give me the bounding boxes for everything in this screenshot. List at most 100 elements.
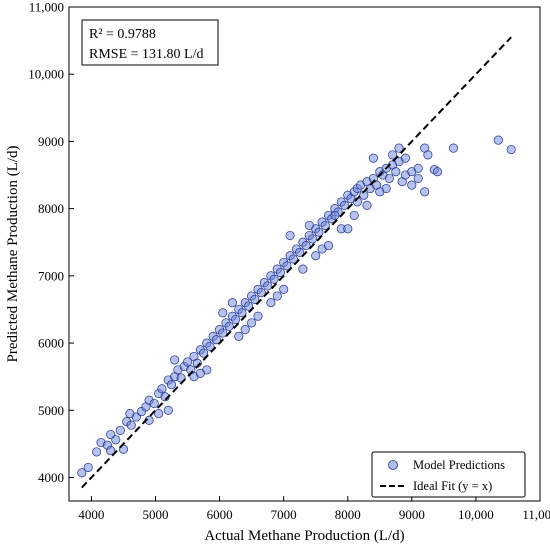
scatter-point-130 — [311, 251, 321, 261]
scatter-point-2 — [92, 447, 102, 457]
scatter-point-38 — [224, 321, 234, 331]
scatter-point-10 — [126, 420, 136, 430]
y-tick-label-4: 8000 — [38, 201, 64, 216]
scatter-point-74 — [340, 200, 350, 210]
scatter-point-98 — [432, 167, 443, 177]
scatter-point-88 — [384, 173, 394, 183]
legend: Model Predictions Ideal Fit (y = x) — [371, 451, 526, 498]
y-axis-label: Predicted Methane Production (L/d) — [5, 145, 21, 362]
scatter-point-135 — [304, 220, 314, 230]
scatter-point-137 — [154, 409, 164, 419]
scatter-point-131 — [330, 210, 340, 220]
scatter-point-17 — [157, 384, 167, 394]
scatter-point-104 — [170, 355, 180, 365]
y-axis-ticks: 4000 5000 6000 7000 8000 9000 10,000 11,000 — [28, 0, 74, 485]
scatter-point-64 — [307, 234, 318, 244]
scatter-point-103 — [163, 405, 173, 415]
y-tick-label-1: 5000 — [38, 403, 64, 418]
scatter-points — [77, 135, 516, 478]
scatter-point-60 — [295, 247, 305, 257]
x-tick-label-3: 7000 — [271, 507, 297, 522]
scatter-point-108 — [253, 311, 263, 321]
legend-label-ideal-fit: Ideal Fit (y = x) — [413, 479, 492, 493]
x-axis-label: Actual Methane Production (L/d) — [204, 528, 404, 544]
scatter-point-25 — [183, 357, 193, 367]
y-tick-label-0: 4000 — [38, 470, 64, 485]
scatter-point-120 — [420, 187, 430, 197]
ideal-fit-line-group — [81, 36, 512, 489]
scatter-point-100 — [493, 135, 503, 145]
scatter-point-129 — [272, 291, 282, 301]
scatter-point-68 — [320, 220, 330, 230]
scatter-point-20 — [166, 380, 177, 390]
x-tick-label-0: 4000 — [78, 507, 104, 522]
y-tick-label-2: 6000 — [38, 336, 64, 351]
scatter-point-90 — [391, 167, 401, 177]
scatter-point-118 — [394, 143, 404, 153]
y-tick-label-7: 11,000 — [29, 0, 64, 15]
scatter-point-125 — [106, 446, 116, 456]
scatter-point-115 — [349, 210, 359, 220]
x-axis-ticks: 4000 5000 6000 7000 8000 9000 10,000 11,000 — [78, 496, 550, 522]
scatter-point-116 — [362, 200, 372, 210]
scatter-point-121 — [368, 153, 378, 163]
scatter-point-99 — [448, 143, 459, 153]
scatter-point-58 — [288, 254, 298, 264]
scatter-point-52 — [269, 274, 279, 284]
scatter-point-34 — [211, 335, 221, 345]
y-tick-label-3: 7000 — [38, 268, 64, 283]
scatter-point-1 — [83, 462, 93, 472]
scatter-point-48 — [256, 288, 266, 298]
legend-label-model-predictions: Model Predictions — [413, 458, 505, 472]
scatter-point-133 — [375, 187, 385, 197]
scatter-point-112 — [298, 264, 308, 274]
stats-annotation-box — [81, 19, 219, 66]
scatter-point-40 — [231, 314, 241, 325]
scatter-point-140 — [323, 241, 334, 251]
scatter-point-110 — [279, 284, 289, 294]
scatter-point-128 — [227, 298, 237, 308]
r2-label: R² = 0.9788 — [89, 27, 156, 42]
scatter-point-42 — [237, 308, 247, 318]
y-tick-label-5: 9000 — [38, 134, 64, 149]
legend-marker-model-predictions — [388, 460, 398, 470]
legend-box — [371, 451, 526, 498]
plot-area-frame — [68, 6, 541, 502]
scatter-point-134 — [400, 153, 410, 163]
scatter-point-109 — [266, 298, 276, 308]
scatter-point-111 — [285, 230, 295, 241]
x-tick-label-6: 10,000 — [458, 507, 494, 522]
scatter-point-101 — [506, 144, 516, 155]
ideal-fit-line — [81, 36, 512, 489]
scatter-point-46 — [250, 294, 260, 304]
scatter-point-124 — [423, 150, 433, 160]
scatter-point-30 — [199, 348, 209, 358]
scatter-point-32 — [205, 341, 215, 351]
scatter-point-95 — [413, 163, 423, 173]
scatter-point-107 — [234, 331, 244, 341]
scatter-point-54 — [275, 267, 286, 278]
scatter-point-0 — [77, 468, 87, 478]
scatter-point-122 — [388, 150, 398, 160]
scatter-point-44 — [243, 301, 253, 311]
scatter-point-15 — [149, 398, 159, 409]
scatter-point-139 — [247, 318, 257, 328]
scatter-point-56 — [282, 261, 292, 271]
rmse-label: RMSE = 131.80 L/d — [89, 47, 203, 62]
scatter-point-66 — [314, 227, 324, 237]
scatter-point-106 — [218, 308, 228, 318]
stats-annotation: R² = 0.9788 RMSE = 131.80 L/d — [81, 19, 219, 66]
scatter-point-7 — [115, 425, 125, 435]
scatter-point-138 — [195, 368, 205, 378]
scatter-point-136 — [240, 325, 250, 335]
x-tick-label-2: 6000 — [207, 507, 233, 522]
y-tick-label-6: 10,000 — [28, 67, 64, 82]
x-tick-label-4: 8000 — [335, 507, 361, 522]
scatter-point-123 — [413, 173, 423, 183]
x-tick-label-5: 9000 — [399, 507, 425, 522]
scatter-point-50 — [263, 281, 273, 291]
x-tick-label-7: 11,000 — [522, 507, 550, 522]
scatter-point-119 — [407, 180, 417, 190]
x-tick-label-1: 5000 — [143, 507, 169, 522]
